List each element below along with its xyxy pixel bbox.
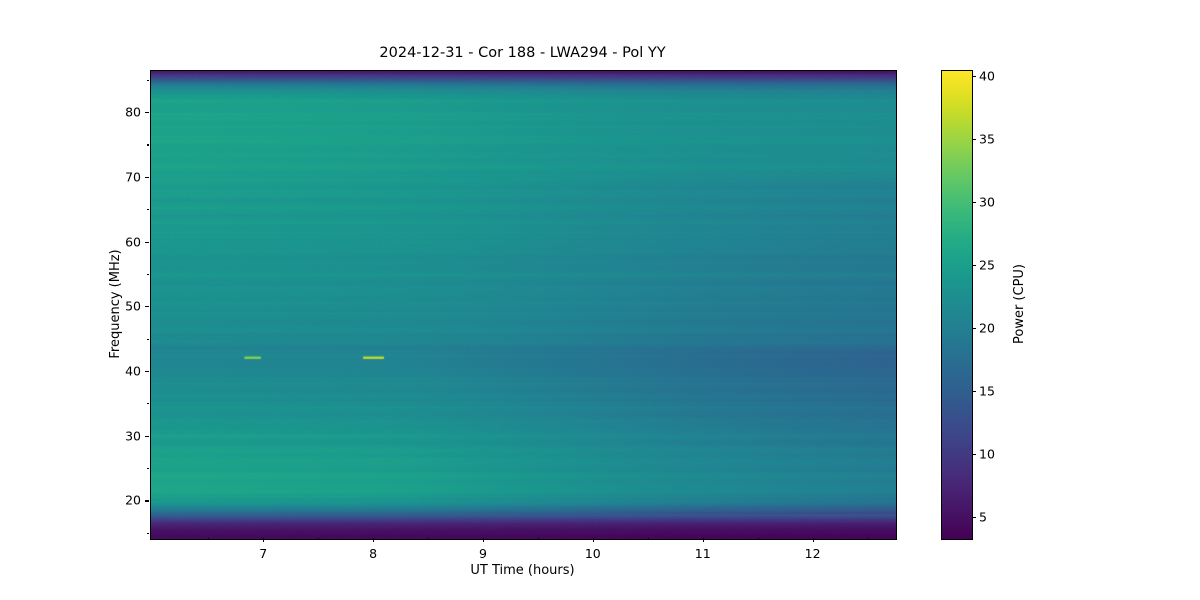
- page-title: 2024-12-31 - Cor 188 - LWA294 - Pol YY: [379, 45, 666, 61]
- colorbar-gradient: [942, 71, 972, 539]
- y-minor-tick: [146, 273, 149, 275]
- x-minor-tick: [867, 538, 869, 541]
- x-tick-7: [263, 538, 265, 542]
- colorbar-tick-10: [972, 453, 976, 455]
- y-tick-label-60: 60: [125, 234, 141, 250]
- x-tick-11: [702, 538, 704, 542]
- x-tick-label-8: 8: [369, 546, 378, 561]
- y-tick-label-30: 30: [125, 428, 141, 444]
- colorbar-tick-label-10: 10: [979, 446, 995, 462]
- x-minor-tick: [208, 538, 210, 541]
- y-minor-tick: [146, 144, 149, 146]
- colorbar-tick-label-20: 20: [979, 320, 995, 336]
- colorbar-tick-40: [972, 76, 976, 78]
- colorbar-label: Power (CPU): [1012, 264, 1027, 345]
- y-tick-label-80: 80: [125, 104, 141, 120]
- y-tick-50: [145, 306, 149, 308]
- colorbar-tick-35: [972, 139, 976, 141]
- y-tick-label-40: 40: [125, 363, 141, 379]
- spectrogram-image[interactable]: [151, 71, 896, 539]
- x-axis-label: UT Time (hours): [470, 563, 575, 578]
- y-minor-tick: [146, 79, 149, 81]
- y-tick-60: [145, 241, 149, 243]
- x-tick-label-10: 10: [584, 546, 601, 561]
- x-tick-8: [373, 538, 375, 542]
- colorbar-tick-label-35: 35: [979, 131, 995, 147]
- colorbar-axes[interactable]: [941, 70, 973, 540]
- y-minor-tick: [146, 403, 149, 405]
- x-minor-tick: [428, 538, 430, 541]
- colorbar-tick-label-5: 5: [979, 509, 987, 525]
- x-tick-12: [812, 538, 814, 542]
- y-tick-label-20: 20: [125, 492, 141, 508]
- x-tick-label-9: 9: [478, 546, 487, 561]
- y-minor-tick: [146, 338, 149, 340]
- colorbar-tick-label-15: 15: [979, 383, 995, 399]
- colorbar-tick-layer: 5 10 15 20 25 30 35 40: [941, 69, 995, 538]
- x-tick-label-12: 12: [804, 546, 821, 561]
- y-minor-tick: [146, 209, 149, 211]
- colorbar-tick-25: [972, 265, 976, 267]
- y-tick-30: [145, 435, 149, 437]
- colorbar-tick-5: [972, 516, 976, 518]
- colorbar-tick-label-25: 25: [979, 257, 995, 273]
- y-tick-40: [145, 370, 149, 373]
- colorbar-tick-label-40: 40: [979, 68, 995, 84]
- y-minor-tick: [146, 532, 149, 534]
- y-tick-70: [145, 176, 149, 178]
- x-minor-tick: [757, 538, 759, 541]
- y-tick-20: [145, 500, 149, 502]
- spectrogram-axes[interactable]: [150, 70, 897, 540]
- y-tick-label-50: 50: [125, 298, 141, 314]
- y-minor-tick: [146, 468, 149, 470]
- x-tick-label-7: 7: [259, 546, 268, 561]
- x-minor-tick: [318, 538, 320, 541]
- x-minor-tick: [537, 538, 539, 541]
- colorbar-tick-label-30: 30: [979, 194, 995, 210]
- x-tick-label-11: 11: [694, 546, 711, 561]
- x-tick-10: [592, 538, 594, 542]
- y-axis-label: Frequency (MHz): [108, 249, 123, 359]
- axis-tick-layer: 20 30 40 50 60 70 80 7 8 9 10 11 12: [125, 70, 895, 561]
- colorbar-tick-15: [972, 390, 976, 392]
- y-tick-80: [145, 112, 149, 114]
- y-tick-label-70: 70: [125, 169, 141, 185]
- x-minor-tick: [647, 538, 649, 541]
- x-tick-9: [482, 538, 485, 542]
- colorbar-tick-30: [972, 202, 976, 204]
- colorbar-tick-20: [972, 327, 976, 329]
